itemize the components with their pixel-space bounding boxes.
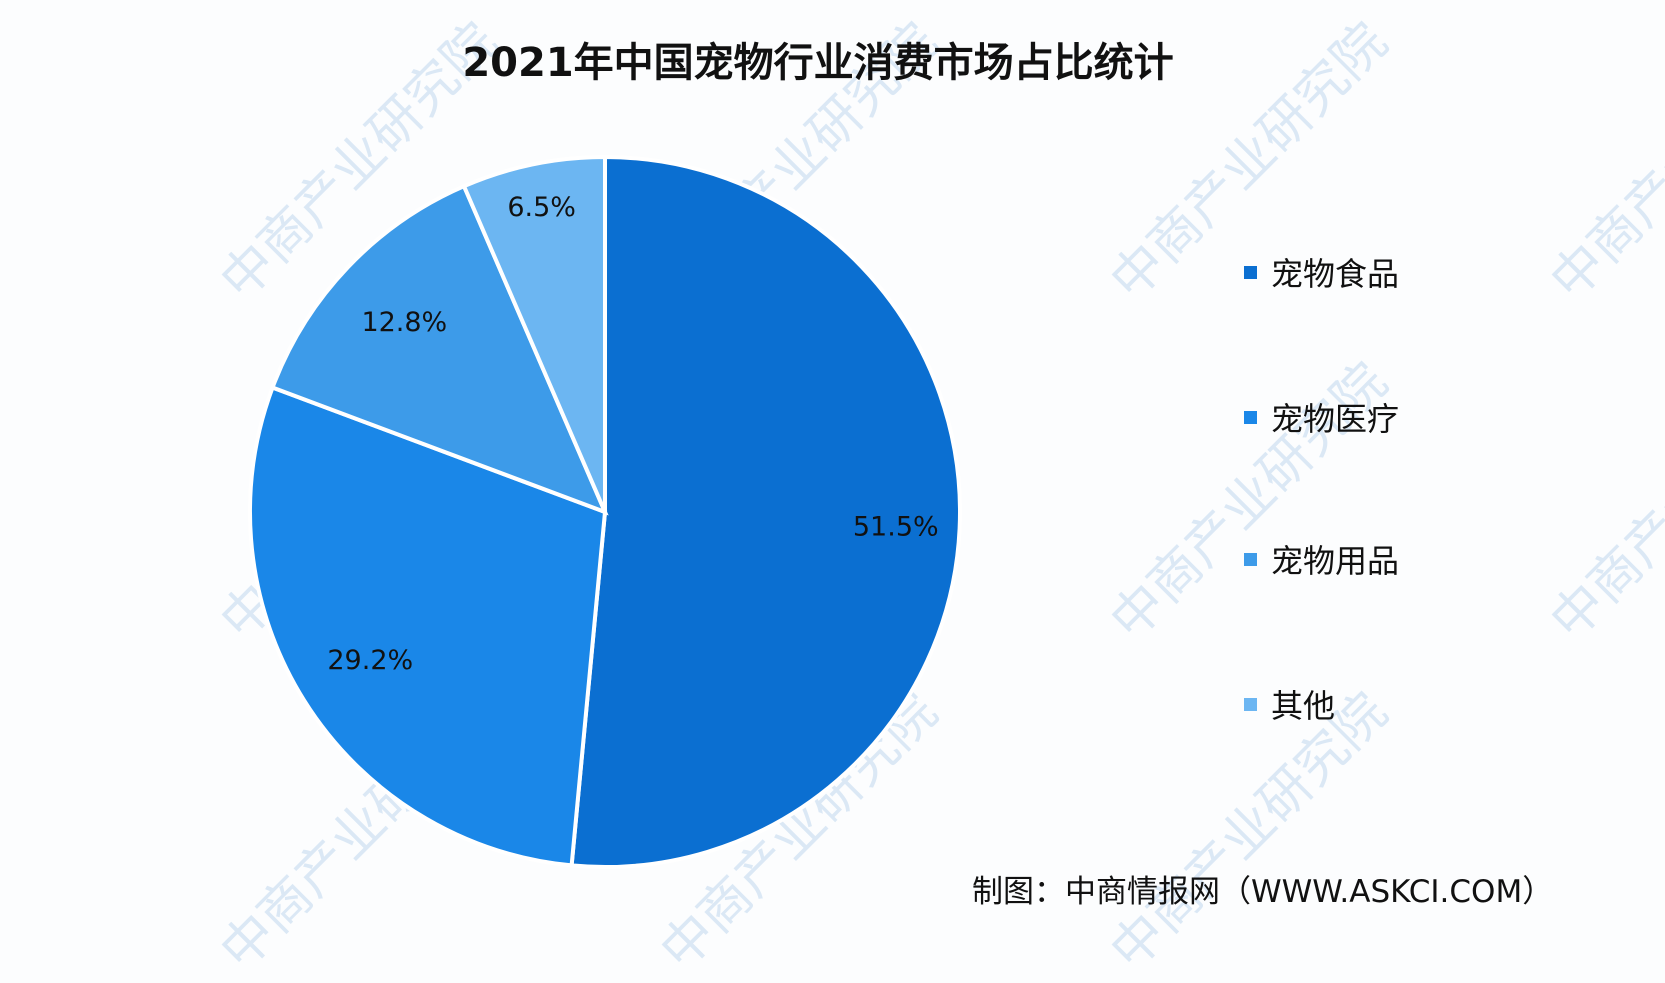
chart-title: 2021年中国宠物行业消费市场占比统计 [462,40,1174,86]
data-label: 29.2% [327,645,413,676]
legend-swatch [1244,552,1257,566]
legend-item: 宠物医疗 [1244,394,1399,440]
legend-item: 宠物用品 [1244,536,1399,582]
data-label: 12.8% [361,307,447,338]
legend-label: 宠物用品 [1271,542,1400,580]
legend-item: 其他 [1244,681,1335,727]
pie-slice-2 [269,183,609,516]
legend-label: 其他 [1271,687,1336,725]
legend-label: 宠物医疗 [1271,400,1400,438]
legend-item: 宠物食品 [1244,249,1399,295]
legend-swatch [1244,697,1257,711]
pie-slice-3 [461,154,607,513]
pie-slice-1 [248,384,608,868]
legend-label: 宠物食品 [1271,255,1400,293]
legend-swatch [1244,410,1257,424]
source-note: 制图：中商情报网（WWW.ASKCI.COM） [972,874,1554,910]
data-label: 51.5% [853,512,939,543]
pie-slice-0 [569,154,963,869]
legend-swatch [1244,265,1257,279]
data-label: 6.5% [507,192,576,223]
pie-chart: 51.5% 29.2% 12.8% 6.5% [248,154,963,869]
